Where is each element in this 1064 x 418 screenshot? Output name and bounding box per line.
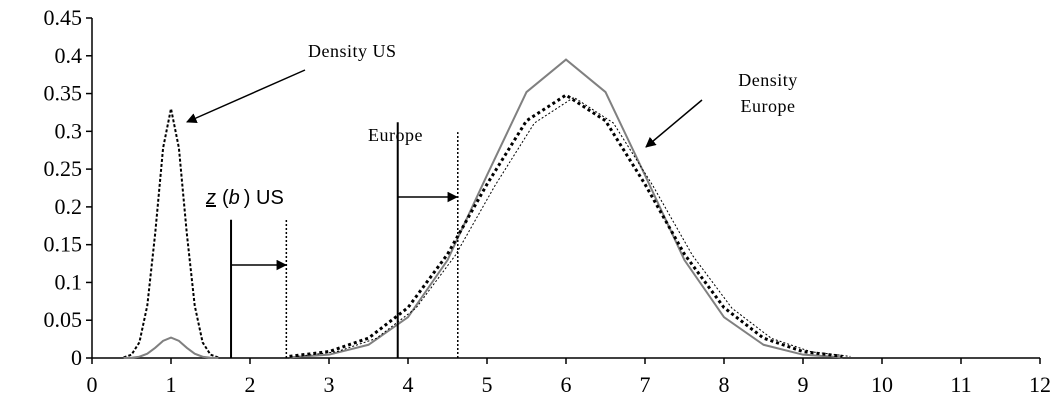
y-tick-label: 0.1 <box>55 269 83 294</box>
x-tick-label: 4 <box>403 372 414 397</box>
x-tick-label: 11 <box>950 372 971 397</box>
x-tick-label: 6 <box>561 372 572 397</box>
x-tick-label: 9 <box>798 372 809 397</box>
y-tick-label: 0.45 <box>44 5 83 30</box>
annotation-arrow <box>186 69 306 123</box>
annotation: Density <box>738 70 798 90</box>
annotation-part: z <box>205 187 216 209</box>
y-tick-label: 0.35 <box>44 81 83 106</box>
x-tick-label: 7 <box>640 372 651 397</box>
y-tick-label: 0.3 <box>55 118 83 143</box>
y-tick-label: 0.4 <box>55 43 83 68</box>
x-tick-label: 10 <box>871 372 893 397</box>
y-tick-label: 0.2 <box>55 194 83 219</box>
annotation: z (b) US <box>205 187 284 209</box>
density-line <box>123 336 219 359</box>
annotation-arrow <box>645 99 703 148</box>
x-tick-label: 1 <box>166 372 177 397</box>
y-tick-label: 0.15 <box>44 232 83 257</box>
x-tick-label: 8 <box>719 372 730 397</box>
annotation-part: ) US <box>244 187 284 209</box>
annotation: Europe <box>368 125 423 145</box>
x-tick-label: 0 <box>87 372 98 397</box>
x-tick-label: 12 <box>1029 372 1051 397</box>
density-line <box>123 108 219 359</box>
density-line <box>289 58 843 359</box>
x-tick-label: 3 <box>324 372 335 397</box>
y-tick-label: 0.05 <box>44 307 83 332</box>
annotation-part: b <box>229 187 240 209</box>
density-line <box>289 93 843 358</box>
annotation: Europe <box>741 96 796 116</box>
annotation-part: ( <box>222 187 229 209</box>
annotation: Density US <box>308 41 397 61</box>
plot-area: 00.050.10.150.20.250.30.350.40.450 1 2 3 4 5 6… <box>44 5 1052 397</box>
y-tick-label: 0 <box>71 345 82 370</box>
x-tick-label: 5 <box>482 372 493 397</box>
y-tick-label: 0.25 <box>44 156 83 181</box>
x-tick-label: 2 <box>245 372 256 397</box>
